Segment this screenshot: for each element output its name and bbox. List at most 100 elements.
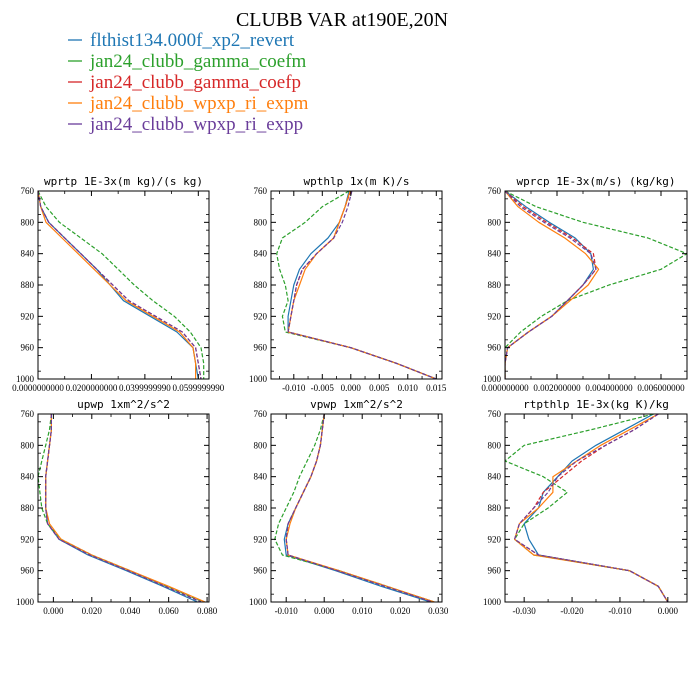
y-tick-label: 760 (254, 186, 268, 196)
x-tick-label: -0.010 (608, 606, 632, 616)
x-tick-label: 0.010 (352, 606, 373, 616)
x-tick-label: 0.0000000000 (12, 383, 64, 393)
y-tick-label: 840 (254, 249, 268, 259)
legend-label: jan24_clubb_gamma_coefm (89, 51, 307, 72)
y-tick-label: 960 (254, 566, 268, 576)
x-tick-label: 0.040 (120, 606, 141, 616)
y-tick-label: 960 (21, 343, 35, 353)
y-tick-label: 760 (21, 186, 35, 196)
y-tick-label: 880 (21, 503, 35, 513)
y-tick-label: 800 (488, 217, 502, 227)
y-tick-label: 800 (254, 440, 268, 450)
x-tick-label: 0.002000000 (533, 383, 581, 393)
x-tick-label: 0.0599999990 (172, 383, 224, 393)
x-tick-label: -0.010 (282, 383, 306, 393)
x-tick-label: 0.030 (428, 606, 449, 616)
y-tick-label: 920 (488, 311, 502, 321)
x-tick-label: 0.015 (426, 383, 447, 393)
series-group (38, 191, 205, 379)
y-tick-label: 760 (254, 409, 268, 419)
x-tick-label: -0.020 (560, 606, 584, 616)
panel-2: wpthlp 1x(m K)/s 760 800 840 880 920 960 1000 -0… (249, 175, 447, 393)
y-tick-label: 760 (488, 409, 502, 419)
x-tick-label: 0.004000000 (585, 383, 633, 393)
series-line (38, 414, 204, 602)
y-tick-label: 800 (254, 217, 268, 227)
x-tick-label: 0.060 (159, 606, 180, 616)
y-tick-label: 800 (21, 217, 35, 227)
y-tick-label: 1000 (483, 374, 502, 384)
panel-1: wprtp 1E-3x(m kg)/(s kg) 760 800 840 880 920 9… (12, 175, 225, 393)
legend-label: jan24_clubb_wpxp_ri_expp (89, 114, 303, 135)
panel-title: wprcp 1E-3x(m/s) (kg/kg) (517, 175, 676, 188)
x-tick-label: -0.005 (311, 383, 335, 393)
y-tick-label: 880 (21, 280, 35, 290)
y-tick-label: 920 (488, 534, 502, 544)
panel-4: upwp 1xm^2/s^2 760 800 840 880 920 960 1000 0.00… (16, 398, 218, 616)
panel-title: wprtp 1E-3x(m kg)/(s kg) (44, 175, 203, 188)
x-tick-label: 0.005 (369, 383, 390, 393)
y-tick-label: 960 (254, 343, 268, 353)
y-tick-label: 1000 (16, 374, 35, 384)
y-tick-label: 760 (21, 409, 35, 419)
series-line (285, 414, 433, 602)
y-tick-label: 920 (21, 311, 35, 321)
y-tick-label: 1000 (249, 374, 268, 384)
series-group (38, 414, 206, 602)
x-tick-label: 0.000 (314, 606, 335, 616)
y-tick-label: 840 (488, 472, 502, 482)
series-line (513, 414, 669, 602)
panel-3: wprcp 1E-3x(m/s) (kg/kg) 760 800 840 880 920 9… (481, 175, 688, 393)
x-tick-label: 0.020 (82, 606, 103, 616)
y-tick-label: 1000 (483, 597, 502, 607)
series-line (38, 191, 197, 379)
y-tick-label: 840 (21, 472, 35, 482)
y-tick-label: 1000 (16, 597, 35, 607)
legend: flthist134.000f_xp2_revertjan24_clubb_ga… (68, 30, 309, 135)
y-tick-label: 920 (254, 534, 268, 544)
series-group (276, 191, 437, 379)
panels: wprtp 1E-3x(m kg)/(s kg) 760 800 840 880 920 9… (12, 175, 688, 616)
panel-title: vpwp 1xm^2/s^2 (310, 398, 403, 411)
panel-title: rtpthlp 1E-3x(kg K)/kg (523, 398, 669, 411)
x-tick-label: 0.000 (341, 383, 362, 393)
y-tick-label: 960 (21, 566, 35, 576)
x-tick-label: 0.000 (43, 606, 64, 616)
x-tick-label: 0.0399999990 (119, 383, 171, 393)
series-line (513, 414, 669, 602)
y-tick-label: 800 (21, 440, 35, 450)
y-tick-label: 800 (488, 440, 502, 450)
legend-label: jan24_clubb_wpxp_ri_expm (89, 93, 309, 114)
y-tick-label: 960 (488, 566, 502, 576)
legend-label: jan24_clubb_gamma_coefp (89, 72, 301, 93)
y-tick-label: 920 (254, 311, 268, 321)
x-tick-label: 0.020 (390, 606, 411, 616)
y-tick-label: 960 (488, 343, 502, 353)
y-tick-label: 840 (254, 472, 268, 482)
x-tick-label: 0.000 (658, 606, 679, 616)
y-tick-label: 920 (21, 534, 35, 544)
y-tick-label: 880 (488, 280, 502, 290)
y-tick-label: 840 (488, 249, 502, 259)
y-tick-label: 840 (21, 249, 35, 259)
x-tick-label: -0.030 (513, 606, 537, 616)
legend-label: flthist134.000f_xp2_revert (90, 30, 295, 51)
x-tick-label: 0.080 (197, 606, 218, 616)
panel-6: rtpthlp 1E-3x(kg K)/kg 760 800 840 880 920 960… (483, 398, 688, 616)
series-line (38, 191, 202, 379)
x-tick-label: 0.0200000000 (66, 383, 118, 393)
y-tick-label: 880 (254, 503, 268, 513)
series-line (505, 191, 687, 379)
panel-title: wpthlp 1x(m K)/s (304, 175, 410, 188)
series-group (505, 414, 669, 602)
y-tick-label: 760 (488, 186, 502, 196)
x-tick-label: 0.006000000 (637, 383, 685, 393)
y-tick-label: 880 (488, 503, 502, 513)
x-tick-label: 0.010 (398, 383, 419, 393)
y-tick-label: 1000 (249, 597, 268, 607)
series-line (287, 191, 437, 379)
x-tick-label: 0.000000000 (481, 383, 529, 393)
y-tick-label: 880 (254, 280, 268, 290)
panel-5: vpwp 1xm^2/s^2 760 800 840 880 920 960 1000 -0.0… (249, 398, 449, 616)
